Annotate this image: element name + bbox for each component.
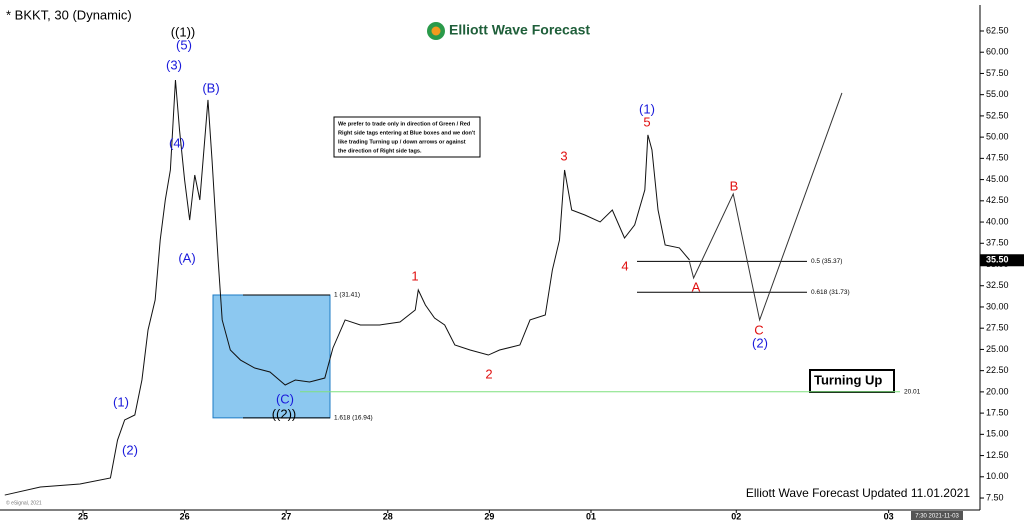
wave-label: (2) [752,335,768,350]
note-line: like trading Turning up / down arrows or… [338,139,466,145]
y-tick-label: 45.00 [986,174,1009,184]
timestamp: 7:30 2021-11-03 [915,514,959,520]
y-tick-label: 50.00 [986,132,1009,142]
wave-label: (1) [113,394,129,409]
y-tick-label: 30.00 [986,301,1009,311]
y-tick-label: 40.00 [986,216,1009,226]
y-tick-label: 57.50 [986,68,1009,78]
level-label: 1 (31.41) [334,292,360,299]
wave-label: ((2)) [272,406,297,421]
footer: Elliott Wave Forecast Updated 11.01.2021 [746,486,970,500]
brand: Elliott Wave Forecast [449,22,590,38]
wave-label: (3) [166,57,182,72]
x-tick-label: 02 [731,511,741,521]
badge: Turning Up [809,369,895,393]
wave-label: (5) [176,37,192,52]
x-tick-label: 29 [484,511,494,521]
y-tick-label: 52.50 [986,110,1009,120]
wave-label: (C) [276,391,294,406]
y-tick-label: 32.50 [986,280,1009,290]
x-tick-label: 27 [281,511,291,521]
wave-label: B [730,178,739,193]
x-tick-label: 03 [884,511,894,521]
chart-title: * BKKT, 30 (Dynamic) [6,7,132,22]
blue-box [212,294,331,419]
logo-icon [431,26,441,36]
level-label: 0.5 (35.37) [811,258,842,265]
wave-label: (4) [169,135,185,150]
wave-label: C [754,322,763,337]
level-label: 20.01 [904,389,921,396]
level-label: 1.618 (16.94) [334,415,373,422]
logo: Elliott Wave Forecast [427,22,590,40]
timestamp-box [911,511,963,520]
badge-text: Turning Up [814,372,882,387]
y-tick-label: 42.50 [986,195,1009,205]
wave-label: (B) [202,80,219,95]
x-tick-label: 26 [180,511,190,521]
wave-label: 4 [621,258,628,273]
price-line [4,79,690,496]
y-tick-label: 25.00 [986,344,1009,354]
y-tick-label: 37.50 [986,238,1009,248]
y-tick-label: 12.50 [986,450,1009,460]
wave-label: (1) [639,101,655,116]
y-tick-label: 7.50 [986,492,1004,502]
price-marker-label: 35.50 [986,255,1009,265]
x-tick-label: 28 [383,511,393,521]
note-line: the direction of Right side tags. [338,148,422,154]
note-line: We prefer to trade only in direction of … [338,121,471,127]
y-tick-label: 20.00 [986,386,1009,396]
wave-label: 2 [485,366,492,381]
y-tick-label: 62.50 [986,25,1009,35]
y-tick-label: 22.50 [986,365,1009,375]
wave-label: 3 [560,148,567,163]
wave-label: ((1)) [171,24,196,39]
projection-line [689,92,843,322]
y-tick-label: 27.50 [986,323,1009,333]
y-tick-label: 55.00 [986,89,1009,99]
wave-label: (A) [178,250,195,265]
note-line: Right side tags entering at Blue boxes a… [338,130,475,136]
wave-label: 1 [411,268,418,283]
y-tick-label: 47.50 [986,153,1009,163]
wave-label: A [692,279,701,294]
y-tick-label: 15.00 [986,429,1009,439]
y-tick-label: 60.00 [986,47,1009,57]
y-tick-label: 17.50 [986,407,1009,417]
note-frame [333,116,481,158]
x-tick-label: 25 [78,511,88,521]
y-tick-label: 10.00 [986,471,1009,481]
copyright: © eSignal, 2021 [6,499,42,506]
price-marker [980,254,1024,267]
wave-label: (2) [122,442,138,457]
x-tick-label: 01 [586,511,596,521]
level-label: 0.618 (31.73) [811,289,850,296]
note-box: We prefer to trade only in direction of … [333,116,481,158]
wave-label: 5 [643,114,650,129]
